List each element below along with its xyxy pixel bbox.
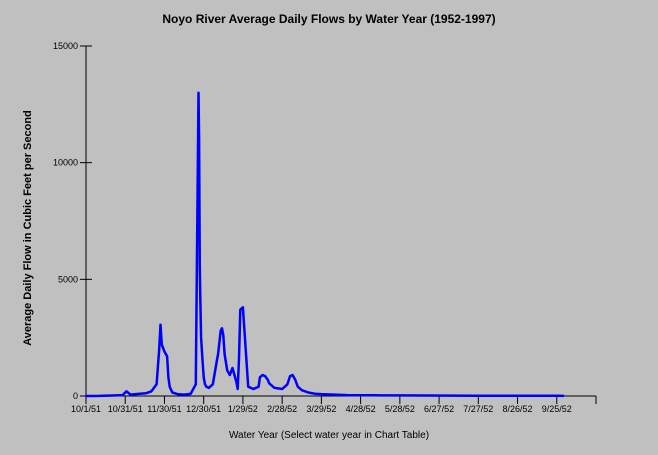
y-tick-label: 5000	[58, 274, 78, 284]
series-line	[84, 91, 565, 398]
y-tick-label: 0	[73, 391, 78, 401]
x-tick-label: 10/1/51	[71, 404, 101, 414]
x-tick-label: 12/30/51	[186, 404, 221, 414]
x-tick-label: 2/28/52	[267, 404, 297, 414]
x-tick-label: 6/27/52	[424, 404, 454, 414]
chart-title: Noyo River Average Daily Flows by Water …	[162, 12, 496, 26]
x-axis-label: Water Year (Select water year in Chart T…	[228, 430, 430, 441]
y-tick-label: 15000	[53, 41, 78, 51]
chart-series	[84, 91, 565, 398]
x-tick-label: 10/31/51	[108, 404, 143, 414]
x-tick-label: 7/27/52	[463, 404, 493, 414]
x-tick-label: 1/29/52	[228, 404, 258, 414]
x-tick-label: 5/28/52	[385, 404, 415, 414]
chart-axes: 0 5000 10000 15000 10/1/51 10/31/51 11/30/51 12…	[53, 41, 597, 414]
x-tick-label: 8/26/52	[503, 404, 533, 414]
x-tick-label: 11/30/51	[147, 404, 181, 414]
x-tick-label: 3/29/52	[306, 404, 336, 414]
x-tick-label: 4/28/52	[346, 404, 376, 414]
y-tick-label: 10000	[53, 158, 78, 168]
x-tick-label: 9/25/52	[542, 404, 572, 414]
